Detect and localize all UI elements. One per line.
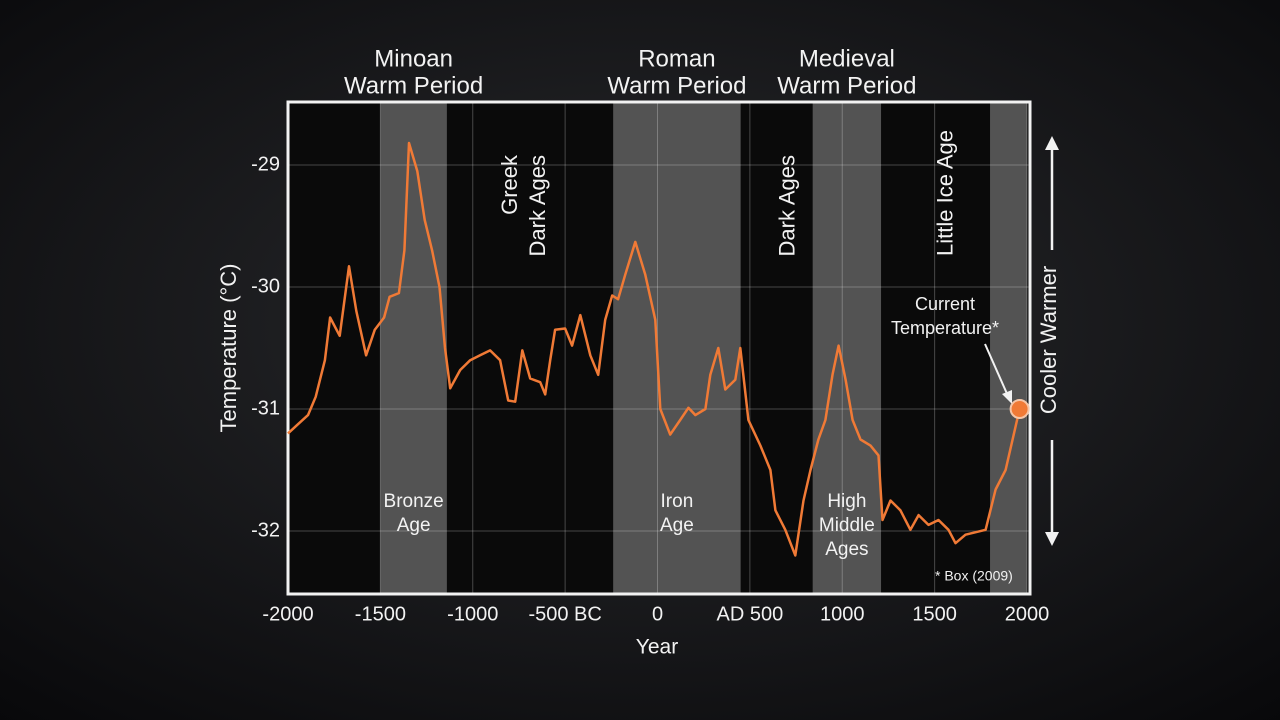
y-tick-label: -29: [251, 153, 280, 175]
current-arrow: [984, 343, 1009, 397]
x-tick-label: AD 500: [717, 603, 784, 625]
current-marker: [1009, 399, 1030, 419]
period-inner-label: Age: [660, 515, 694, 536]
x-tick-label: -1000: [447, 603, 498, 625]
era-label: Little Ice Age: [932, 130, 957, 256]
y-tick-label: -30: [251, 275, 280, 297]
y-axis-label: Temperature (°C): [216, 264, 241, 433]
footnote: * Box (2009): [935, 568, 1013, 584]
current-label: Current: [915, 294, 975, 314]
period-inner-label: Age: [397, 515, 431, 536]
period-inner-label: Middle: [819, 515, 875, 536]
period-label: Minoan: [374, 45, 453, 72]
period-label: Warm Period: [777, 72, 916, 99]
x-tick-label: -500 BC: [528, 603, 601, 625]
era-label: Dark Ages: [774, 155, 799, 257]
period-inner-label: High: [827, 491, 866, 512]
warmer-arrowhead: [1045, 136, 1059, 150]
period-inner-label: Iron: [661, 491, 694, 512]
x-tick-label: -1500: [355, 603, 406, 625]
y-tick-label: -31: [251, 397, 280, 419]
x-tick-label: 0: [652, 603, 663, 625]
period-label: Roman: [638, 45, 715, 72]
period-inner-label: Ages: [825, 539, 868, 560]
era-label: Dark Ages: [525, 155, 550, 257]
x-tick-label: 1500: [912, 603, 957, 625]
period-inner-label: Bronze: [384, 491, 444, 512]
cooler-arrowhead: [1045, 532, 1059, 546]
x-tick-label: 2000: [1005, 603, 1050, 625]
period-label: Warm Period: [344, 72, 483, 99]
y-tick-label: -32: [251, 519, 280, 541]
period-band: [812, 103, 882, 593]
period-label: Medieval: [799, 45, 895, 72]
current-arrowhead: [1002, 390, 1012, 404]
period-band: [990, 103, 1027, 593]
period-band: [380, 103, 447, 593]
plot-frame: [286, 100, 1032, 596]
plot-area: [288, 102, 1030, 594]
x-axis-label: Year: [636, 636, 678, 659]
x-tick-label: 1000: [820, 603, 865, 625]
current-label: Temperature*: [891, 318, 999, 338]
period-label: Warm Period: [607, 72, 746, 99]
temperature-line: [287, 141, 1021, 557]
side-label: Cooler Warmer: [1036, 266, 1061, 414]
x-tick-label: -2000: [262, 603, 313, 625]
era-label: Greek: [497, 154, 522, 215]
